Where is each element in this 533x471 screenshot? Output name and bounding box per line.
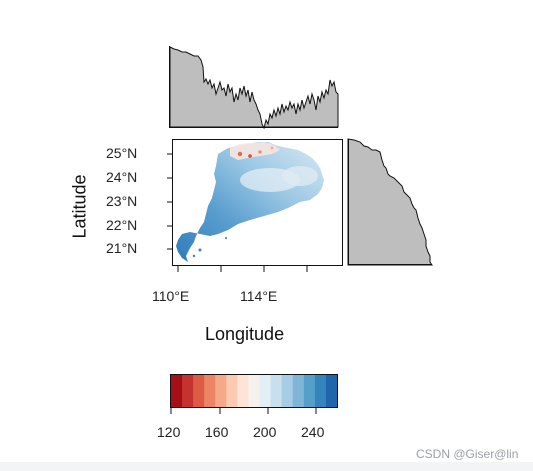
island-1 [198,248,202,252]
colorbar-label-120: 120 [157,424,181,440]
warm-spot-4 [270,146,274,150]
colorbar-cell [325,375,338,407]
warm-spot-1 [237,151,243,157]
colorbar-label-200: 200 [253,424,277,440]
y-tick-label-23: 23°N [106,193,138,209]
right-marginal-profile [347,138,433,266]
colorbar-frame [170,374,338,408]
warm-spot-3 [258,150,262,154]
island-3 [224,236,228,240]
colorbar-cell [215,375,227,407]
y-tick-label-21: 21°N [106,240,138,256]
top-marginal-profile [169,46,339,130]
y-tick-label-25: 25°N [106,145,138,161]
right-profile-area [347,138,433,266]
colorbar-label-240: 240 [301,424,325,440]
bottom-strip [0,462,533,471]
main-map-panel [167,139,343,272]
colorbar-cell [226,375,238,407]
colorbar-cell [204,375,216,407]
y-tick-label-24: 24°N [106,169,138,185]
colorbar-cell [248,375,260,407]
colorbar-cell [303,375,316,407]
colorbar-cell [270,375,283,407]
colorbar-cell [182,375,194,407]
island-2 [192,254,196,258]
colorbar-cell [193,375,205,407]
colorbar-cell [314,375,327,407]
x-axis-title: Longitude [205,324,285,344]
x-tick-label-110e: 110°E [152,288,190,304]
colorbar-cell [292,375,305,407]
colorbar [170,374,338,414]
watermark-text: CSDN @Giser@lin [416,447,519,461]
top-profile-area [169,46,339,130]
colorbar-cell [237,375,249,407]
y-tick-label-22: 22°N [106,217,138,233]
colorbar-label-160: 160 [205,424,229,440]
colorbar-cell [171,375,183,407]
y-axis-title: Latitude [69,174,90,239]
warm-spot-2 [248,154,252,158]
pale-patch-2 [282,166,318,186]
colorbar-cell [259,375,271,407]
warm-north-region [230,142,280,160]
x-tick-label-114e: 114°E [240,288,278,304]
colorbar-cell [281,375,294,407]
